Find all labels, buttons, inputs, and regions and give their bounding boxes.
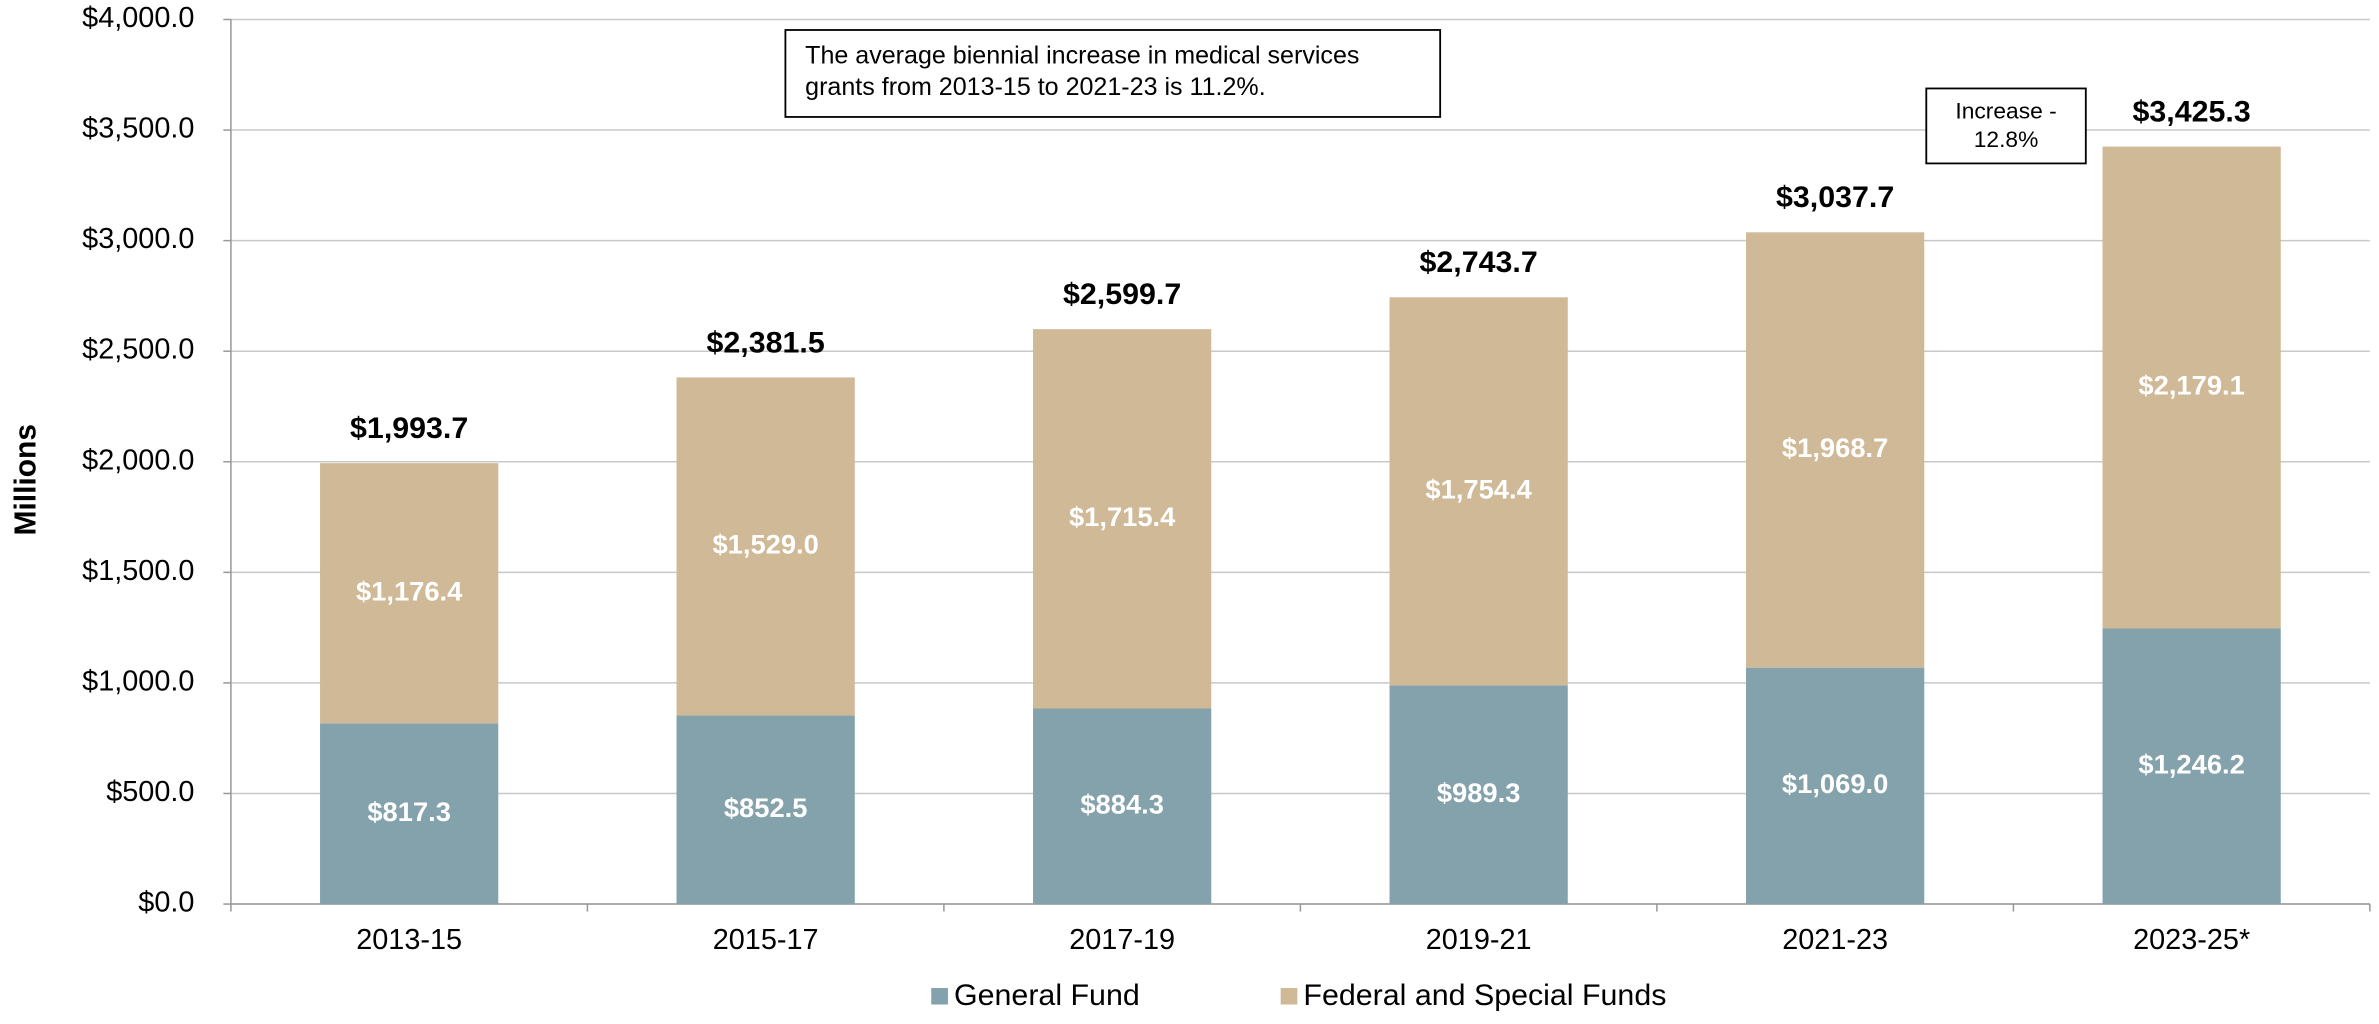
legend-label: General Fund (954, 979, 1140, 1012)
bar-segment (1389, 685, 1568, 905)
value-label: $884.3 (1080, 789, 1164, 820)
total-label: $3,037.7 (1776, 181, 1894, 214)
bar-segment (1746, 232, 1925, 668)
annotation-text: 12.8% (1974, 127, 2039, 152)
bar-segment (320, 463, 499, 724)
bar-segment (676, 377, 855, 716)
y-tick-label: $2,000.0 (82, 444, 194, 476)
total-label: $2,599.7 (1063, 278, 1181, 311)
x-tick-label: 2023-25* (2133, 924, 2250, 956)
bar-segment (1033, 329, 1212, 709)
x-tick-label: 2015-17 (713, 924, 819, 956)
value-label: $989.3 (1437, 777, 1521, 808)
y-tick-label: $3,500.0 (82, 113, 194, 145)
value-label: $2,179.1 (2138, 370, 2244, 401)
x-tick-label: 2017-19 (1069, 924, 1175, 956)
x-tick-label: 2021-23 (1782, 924, 1888, 956)
legend-swatch (931, 988, 948, 1005)
annotation-text: grants from 2013-15 to 2021-23 is 11.2%. (805, 73, 1266, 101)
y-tick-label: $2,500.0 (82, 334, 194, 366)
legend-label: Federal and Special Funds (1303, 979, 1666, 1012)
bar-segment (320, 723, 499, 905)
value-label: $1,968.7 (1782, 432, 1888, 463)
annotation-text: The average biennial increase in medical… (805, 42, 1359, 70)
total-label: $3,425.3 (2133, 96, 2251, 129)
total-label: $2,743.7 (1420, 246, 1538, 279)
y-axis-label: Millions (9, 424, 42, 536)
bar-segment (676, 715, 855, 905)
y-tick-label: $1,000.0 (82, 666, 194, 698)
bar-segment (1389, 297, 1568, 686)
y-tick-label: $4,000.0 (82, 2, 194, 34)
x-tick-label: 2019-21 (1426, 924, 1532, 956)
annotation-box (1925, 87, 2087, 165)
y-tick-label: $1,500.0 (82, 555, 194, 587)
legend-swatch (1280, 988, 1298, 1005)
bar-segment (2102, 146, 2281, 629)
bar-segment (2102, 628, 2281, 905)
annotation-box (784, 29, 1442, 118)
value-label: $817.3 (367, 796, 451, 827)
bar-segment (1746, 667, 1925, 905)
value-label: $1,754.4 (1425, 474, 1531, 505)
total-label: $1,993.7 (350, 412, 468, 445)
y-tick-label: $3,000.0 (82, 223, 194, 255)
value-label: $1,176.4 (356, 576, 462, 607)
value-label: $1,246.2 (2138, 749, 2244, 780)
value-label: $852.5 (724, 792, 808, 823)
y-tick-label: $0.0 (138, 887, 194, 919)
value-label: $1,069.0 (1782, 768, 1888, 799)
bar-segment (1033, 708, 1212, 905)
y-tick-label: $500.0 (106, 776, 194, 808)
value-label: $1,529.0 (712, 529, 818, 560)
value-label: $1,715.4 (1069, 501, 1175, 532)
annotation-text: Increase - (1955, 99, 2056, 124)
total-label: $2,381.5 (707, 327, 825, 360)
x-tick-label: 2013-15 (356, 924, 462, 956)
